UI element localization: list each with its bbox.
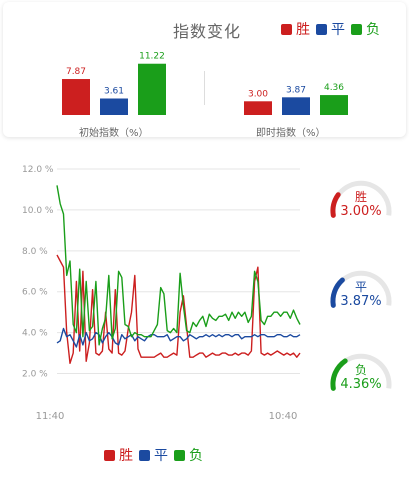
y-tick-label-1: 10.0 % — [22, 206, 54, 216]
bottom-legend: 胜 平 负 — [104, 445, 209, 465]
current-bar-1 — [282, 97, 310, 115]
legend-item-win[interactable]: 胜 — [281, 19, 310, 39]
gauge-loss-value: 4.36% — [340, 377, 382, 392]
legend-label-draw: 平 — [331, 22, 345, 38]
gauge-loss-label: 负 — [354, 363, 367, 377]
gauge-loss: 负 4.36% — [326, 349, 396, 409]
y-tick-label-4: 4.0 % — [22, 329, 48, 339]
chart-title: 指数变化 — [173, 22, 242, 41]
gauge-fill — [330, 277, 345, 308]
y-tick-label-2: 8.0 % — [22, 247, 48, 257]
x-tick-label-1: 10:40 — [269, 411, 298, 422]
legend-label-win: 胜 — [296, 22, 310, 38]
top-legend: 胜 平 负 — [281, 19, 386, 39]
bottom-legend-swatch-loss — [174, 449, 185, 461]
y-tick-label-5: 2.0 % — [22, 370, 48, 380]
legend-item-loss[interactable]: 负 — [351, 19, 380, 39]
initial-bar-1 — [100, 98, 128, 115]
gauge-draw: 平 3.87% — [326, 266, 396, 326]
gauge-win-arc — [330, 180, 392, 218]
bottom-legend-item-loss[interactable]: 负 — [174, 445, 203, 465]
bottom-legend-item-draw[interactable]: 平 — [139, 445, 168, 465]
initial-bar-value-0: 7.87 — [66, 67, 86, 77]
bottom-legend-label-win: 胜 — [119, 448, 133, 464]
bottom-legend-swatch-draw — [139, 449, 150, 461]
legend-swatch-draw — [316, 23, 327, 35]
initial-bar-value-1: 3.61 — [104, 87, 124, 97]
current-bar-value-0: 3.00 — [248, 89, 268, 99]
bottom-legend-swatch-win — [104, 449, 115, 461]
bottom-legend-label-loss: 负 — [189, 448, 203, 464]
index-bar-charts: 7.87 3.61 11.22 3.00 3.87 4.36 — [62, 52, 348, 115]
legend-swatch-loss — [351, 23, 362, 35]
legend-item-draw[interactable]: 平 — [316, 19, 345, 39]
current-bar-2 — [320, 95, 348, 115]
gauge-draw-value: 3.87% — [340, 294, 382, 309]
bottom-legend-item-win[interactable]: 胜 — [104, 445, 133, 465]
y-tick-label-3: 6.0 % — [22, 288, 48, 298]
legend-label-loss: 负 — [366, 22, 380, 38]
gauge-draw-label: 平 — [354, 280, 367, 294]
bottom-legend-label-draw: 平 — [154, 448, 168, 464]
gauge-loss-arc — [330, 353, 392, 391]
initial-bar-value-2: 11.22 — [139, 52, 165, 62]
gauge-win-label: 胜 — [354, 190, 367, 204]
legend-swatch-win — [281, 23, 292, 35]
gauge-draw-arc — [330, 270, 392, 308]
current-index-label: 即时指数（%） — [256, 128, 326, 139]
current-bar-value-2: 4.36 — [324, 83, 344, 93]
gauge-fill — [330, 358, 348, 391]
bar-group-divider — [204, 71, 205, 105]
current-bar-0 — [244, 101, 272, 115]
series-line-0 — [56, 254, 301, 364]
series-line-2 — [56, 185, 301, 346]
gauge-win-value: 3.00% — [340, 204, 382, 219]
initial-bar-0 — [62, 79, 90, 115]
series-line-1 — [56, 327, 301, 348]
x-tick-label-0: 11:40 — [36, 411, 65, 422]
gauge-fill — [330, 192, 341, 218]
gauge-win: 胜 3.00% — [326, 176, 396, 236]
current-bar-value-1: 3.87 — [286, 85, 306, 95]
initial-bar-2 — [138, 63, 166, 115]
y-tick-label-0: 12.0 % — [22, 165, 54, 175]
initial-index-label: 初始指数（%） — [79, 128, 149, 139]
